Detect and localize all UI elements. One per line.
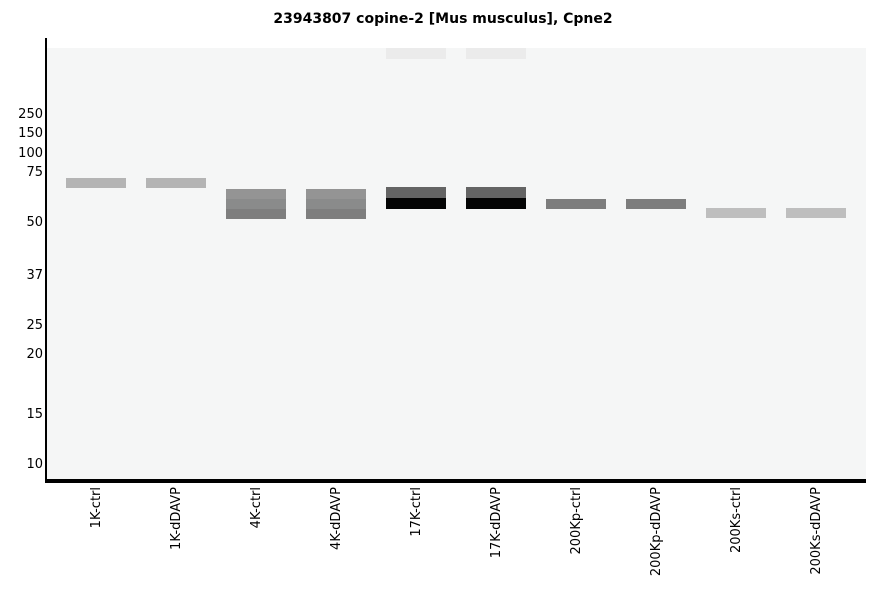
y-tick-label-15: 15: [26, 407, 43, 422]
figure-title: 23943807 copine-2 [Mus musculus], Cpne2: [273, 11, 613, 27]
band-17K-ctrl-58kda: [386, 198, 446, 209]
y-tick-label-37: 37: [26, 268, 43, 283]
y-tick-label-10: 10: [26, 457, 43, 472]
band-4K-ctrl-60kda: [226, 199, 286, 209]
x-tick-label-4K-ctrl: 4K-ctrl: [249, 487, 264, 529]
y-tick-label-75: 75: [26, 165, 43, 180]
band-200Ks-dDAVP-55kda: [786, 208, 846, 218]
band-4K-dDAVP-55kda: [306, 209, 366, 219]
band-4K-dDAVP-60kda: [306, 199, 366, 209]
band-1K-ctrl-70kda: [66, 178, 126, 188]
y-tick-label-20: 20: [26, 347, 43, 362]
band-200Kp-dDAVP-58kda: [626, 199, 686, 209]
band-200Ks-ctrl-55kda: [706, 208, 766, 218]
band-200Kp-ctrl-58kda: [546, 199, 606, 209]
x-tick-label-200Kp-dDAVP: 200Kp-dDAVP: [649, 487, 664, 577]
band-17K-dDAVP->250kda: [466, 48, 526, 59]
y-tick-label-150: 150: [18, 126, 43, 141]
y-tick-label-100: 100: [18, 146, 43, 161]
blot-area: [47, 48, 866, 479]
x-tick-label-200Kp-ctrl: 200Kp-ctrl: [569, 487, 584, 555]
y-tick-label-250: 250: [18, 107, 43, 122]
x-tick-label-200Ks-ctrl: 200Ks-ctrl: [729, 487, 744, 554]
x-tick-label-17K-ctrl: 17K-ctrl: [409, 487, 424, 537]
y-tick-label-25: 25: [26, 318, 43, 333]
band-4K-ctrl-55kda: [226, 209, 286, 219]
band-17K-dDAVP-58kda: [466, 198, 526, 209]
band-4K-dDAVP-65kda: [306, 189, 366, 199]
band-1K-dDAVP-70kda: [146, 178, 206, 188]
x-tick-label-4K-dDAVP: 4K-dDAVP: [329, 487, 344, 550]
band-17K-ctrl->250kda: [386, 48, 446, 59]
y-tick-label-50: 50: [26, 215, 43, 230]
x-tick-label-1K-ctrl: 1K-ctrl: [89, 487, 104, 529]
band-17K-dDAVP-63kda: [466, 187, 526, 198]
x-tick-label-200Ks-dDAVP: 200Ks-dDAVP: [809, 487, 824, 575]
band-17K-ctrl-63kda: [386, 187, 446, 198]
y-axis-line: [45, 38, 47, 483]
band-4K-ctrl-65kda: [226, 189, 286, 199]
x-tick-label-1K-dDAVP: 1K-dDAVP: [169, 487, 184, 550]
x-axis-line: [45, 479, 866, 483]
x-tick-label-17K-dDAVP: 17K-dDAVP: [489, 487, 504, 559]
